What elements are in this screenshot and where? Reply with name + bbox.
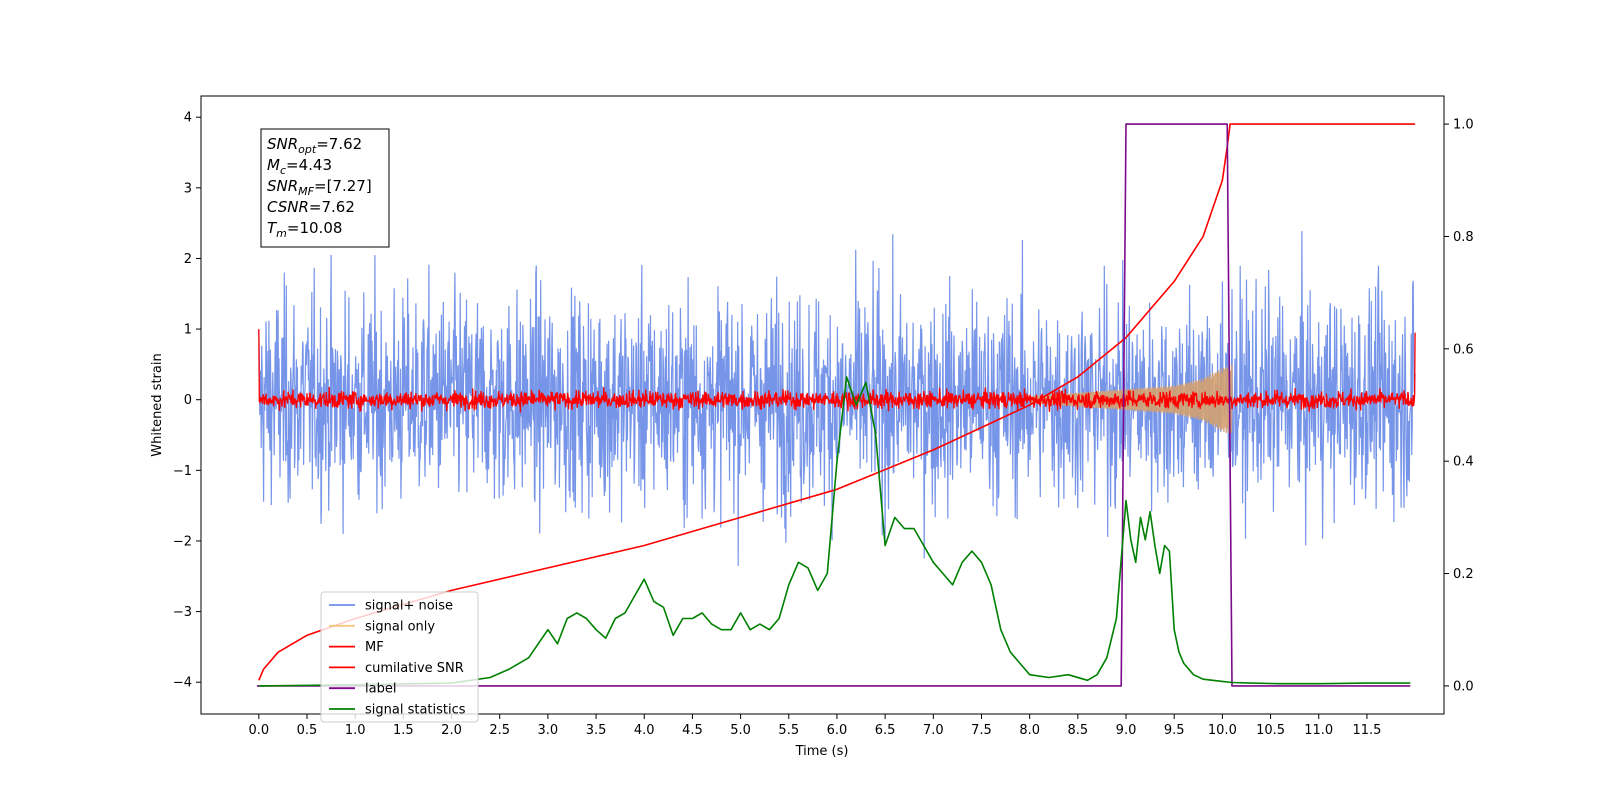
- y-left-tick-label: 2: [184, 252, 192, 267]
- series-mf: [258, 329, 1416, 413]
- legend-label: signal+ noise: [365, 599, 453, 614]
- y-right-tick-label: 0.0: [1453, 679, 1474, 694]
- y-left-tick-label: −2: [173, 534, 192, 549]
- x-tick-label: 5.0: [730, 723, 751, 738]
- y-left-tick-label: 1: [184, 323, 192, 338]
- annotation-frame: [260, 128, 390, 248]
- y-left-tick-label: −1: [173, 464, 192, 479]
- x-tick-label: 11.0: [1304, 723, 1333, 738]
- legend-label: MF: [365, 640, 384, 655]
- legend-label: signal only: [365, 619, 435, 634]
- y-right-tick-label: 0.2: [1453, 567, 1474, 582]
- legend-label: label: [365, 682, 396, 697]
- x-tick-label: 6.0: [827, 723, 848, 738]
- y-right-tick-label: 0.4: [1453, 455, 1474, 470]
- legend-label: signal statistics: [365, 703, 466, 718]
- x-tick-label: 1.0: [345, 723, 366, 738]
- annotation-line: CSNR=7.62: [267, 198, 355, 216]
- annotation-line: SNRopt=7.62: [267, 135, 362, 156]
- x-tick-label: 1.5: [393, 723, 414, 738]
- axes-frame: [200, 95, 1445, 715]
- x-tick-label: 4.5: [682, 723, 703, 738]
- series-signal-statistics: [258, 376, 1411, 687]
- y-left-tick-label: −3: [173, 605, 192, 620]
- y-right-tick-label: 1.0: [1453, 118, 1474, 133]
- x-tick-label: 3.0: [538, 723, 559, 738]
- x-tick-label: 9.5: [1164, 723, 1185, 738]
- x-tick-label: 2.5: [489, 723, 510, 738]
- x-tick-label: 7.0: [923, 723, 944, 738]
- series-label: [256, 123, 1411, 687]
- x-tick-label: 3.5: [586, 723, 607, 738]
- x-tick-label: 8.0: [1019, 723, 1040, 738]
- y-axis-left: 4 3 2 1 0 −1 −2 −3 −4: [173, 111, 201, 691]
- y-right-tick-label: 0.8: [1453, 230, 1474, 245]
- x-tick-label: 8.5: [1068, 723, 1089, 738]
- y-left-tick-label: −4: [173, 676, 192, 691]
- x-tick-label: 11.5: [1352, 723, 1381, 738]
- x-axis: 0.0 0.5 1.0 1.5 2.0 2.5 3.0 3.5 4.0 4.5 5.0 5.5 6.0 6…: [248, 714, 1381, 738]
- x-tick-label: 6.5: [875, 723, 896, 738]
- x-tick-label: 10.0: [1208, 723, 1237, 738]
- legend-frame: [320, 591, 479, 723]
- x-tick-label: 5.5: [778, 723, 799, 738]
- annotation-line: Mc=4.43: [267, 156, 332, 177]
- annotation-line: Tm=10.08: [267, 219, 342, 240]
- y-right-tick-label: 0.6: [1453, 342, 1474, 357]
- y-axis-label: Whitened strain: [150, 353, 165, 456]
- x-tick-label: 2.0: [441, 723, 462, 738]
- x-tick-label: 7.5: [971, 723, 992, 738]
- legend-label: cumilative SNR: [365, 661, 464, 676]
- y-left-tick-label: 3: [184, 181, 192, 196]
- x-axis-label: Time (s): [795, 744, 849, 759]
- x-tick-label: 0.0: [248, 723, 269, 738]
- legend: signal+ noise signal only MF cumilative SNR…: [320, 591, 479, 723]
- x-tick-label: 4.0: [634, 723, 655, 738]
- annotation-line: SNRMF=[7.27]: [267, 177, 372, 198]
- y-left-tick-label: 0: [184, 393, 192, 408]
- x-tick-label: 9.0: [1116, 723, 1137, 738]
- y-left-tick-label: 4: [184, 111, 192, 126]
- y-axis-right: 1.0 0.8 0.6 0.4 0.2 0.0: [1444, 118, 1474, 694]
- x-tick-label: 10.5: [1256, 723, 1285, 738]
- x-tick-label: 0.5: [297, 723, 318, 738]
